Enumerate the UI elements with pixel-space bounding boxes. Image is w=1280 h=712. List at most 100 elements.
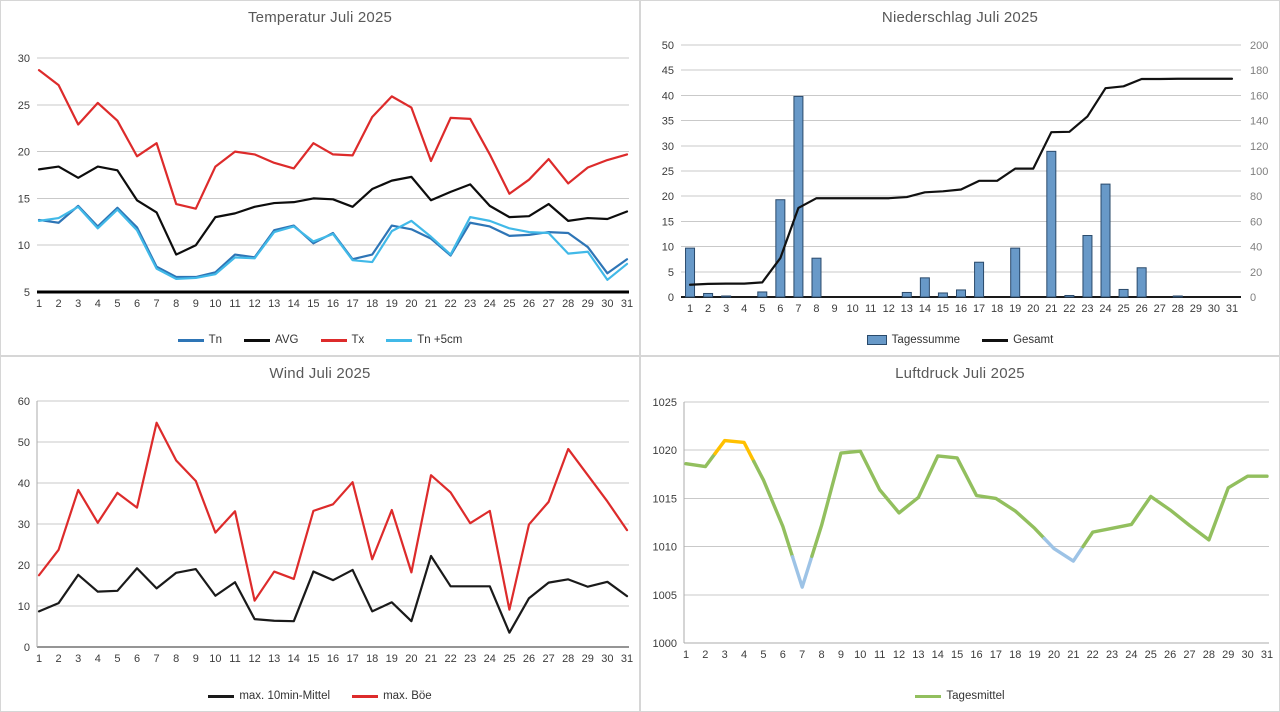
legend-item-Tagesmittel: Tagesmittel bbox=[915, 690, 1005, 702]
x-tick-label: 12 bbox=[248, 298, 260, 310]
bar-Tagessumme bbox=[1100, 183, 1111, 298]
x-tick-label: 6 bbox=[780, 649, 786, 661]
line-Tn bbox=[37, 204, 629, 279]
y-tick-label: 25 bbox=[662, 166, 674, 178]
legend-label: AVG bbox=[275, 334, 299, 346]
x-tick-label: 9 bbox=[831, 303, 837, 315]
x-tick-label: 7 bbox=[154, 298, 160, 310]
x-tick-label: 13 bbox=[912, 649, 924, 661]
y-tick-label: 40 bbox=[662, 90, 674, 102]
chart-panel-temperature: Temperatur Juli 2025 5 10 15 20 25 30 1 2 3 4 5 6 7 8… bbox=[0, 0, 640, 356]
x-tick-label: 6 bbox=[134, 298, 140, 310]
x-tick-label: 24 bbox=[484, 298, 496, 310]
x-tick-label: 4 bbox=[95, 653, 101, 665]
y2-tick-label: 20 bbox=[1250, 267, 1262, 279]
y-tick-label: 30 bbox=[662, 141, 674, 153]
legend-label: Tx bbox=[351, 334, 365, 346]
bar-Tagessumme bbox=[811, 257, 822, 298]
line-Tagesmittel-segment bbox=[1042, 536, 1085, 563]
bar-Tagessumme bbox=[703, 292, 714, 298]
bar-Tagessumme bbox=[1082, 235, 1093, 298]
legend-line-swatch-icon bbox=[982, 338, 1009, 342]
x-tick-label: 12 bbox=[893, 649, 905, 661]
bar-Tagessumme bbox=[1118, 288, 1129, 298]
x-tick-label: 21 bbox=[1067, 649, 1079, 661]
legend-pressure: Tagesmittel bbox=[641, 690, 1279, 702]
x-tick-label: 11 bbox=[874, 649, 885, 661]
bar-Tagessumme bbox=[1046, 150, 1057, 298]
plot-precipitation: 0510152025303540455002040608010012014016… bbox=[662, 40, 1269, 315]
line-Tagesmittel-segment bbox=[1081, 474, 1269, 549]
y2-tick-label: 40 bbox=[1250, 242, 1262, 254]
y-tick-label: 20 bbox=[18, 560, 30, 572]
y-tick-label: 0 bbox=[668, 292, 674, 304]
x-tick-label: 29 bbox=[1190, 303, 1202, 315]
x-tick-label: 23 bbox=[1081, 303, 1093, 315]
y-tick-label: 50 bbox=[662, 40, 674, 52]
x-tick-label: 27 bbox=[1154, 303, 1166, 315]
legend-wind: max. 10min-Mittel max. Böe bbox=[1, 690, 639, 702]
x-tick-label: 25 bbox=[1145, 649, 1157, 661]
x-tick-label: 18 bbox=[1009, 649, 1021, 661]
x-tick-label: 30 bbox=[1208, 303, 1220, 315]
x-tick-label: 7 bbox=[799, 649, 805, 661]
y-tick-label: 20 bbox=[662, 191, 674, 203]
x-tick-label: 25 bbox=[503, 653, 515, 665]
x-tick-label: 18 bbox=[991, 303, 1003, 315]
x-tick-label: 14 bbox=[288, 298, 300, 310]
y-tick-label: 45 bbox=[662, 65, 674, 77]
x-tick-label: 22 bbox=[444, 653, 456, 665]
x-tick-label: 28 bbox=[1203, 649, 1215, 661]
x-tick-label: 8 bbox=[173, 298, 179, 310]
y-tick-label: 1000 bbox=[653, 638, 677, 650]
x-tick-label: 19 bbox=[386, 298, 398, 310]
x-tick-label: 21 bbox=[1045, 303, 1057, 315]
x-tick-label: 1 bbox=[683, 649, 689, 661]
x-tick-label: 7 bbox=[154, 653, 160, 665]
x-tick-label: 6 bbox=[777, 303, 783, 315]
x-tick-label: 15 bbox=[951, 649, 963, 661]
x-tick-label: 10 bbox=[209, 653, 221, 665]
x-tick-label: 27 bbox=[542, 653, 554, 665]
y2-tick-label: 100 bbox=[1250, 166, 1268, 178]
x-tick-label: 14 bbox=[288, 653, 300, 665]
x-tick-label: 3 bbox=[75, 298, 81, 310]
x-tick-label: 23 bbox=[464, 653, 476, 665]
legend-item-Tn: Tn bbox=[177, 334, 222, 346]
x-tick-label: 16 bbox=[955, 303, 967, 315]
x-tick-label: 19 bbox=[1009, 303, 1021, 315]
legend-temperature: Tn AVG Tx Tn +5cm bbox=[1, 334, 639, 346]
legend-item-Tn +5cm: Tn +5cm bbox=[386, 334, 462, 346]
x-tick-label: 17 bbox=[973, 303, 985, 315]
legend-item-Tagessumme: Tagessumme bbox=[866, 334, 960, 346]
bar-Tagessumme bbox=[1136, 267, 1147, 298]
y-tick-label: 15 bbox=[662, 216, 674, 228]
legend-item-AVG: AVG bbox=[244, 334, 299, 346]
x-tick-label: 26 bbox=[523, 298, 535, 310]
x-tick-label: 24 bbox=[1125, 649, 1137, 661]
x-tick-label: 13 bbox=[901, 303, 913, 315]
x-tick-label: 29 bbox=[1222, 649, 1234, 661]
x-tick-label: 1 bbox=[36, 653, 42, 665]
bar-Tagessumme bbox=[757, 291, 768, 298]
legend-label: Tagesmittel bbox=[946, 690, 1005, 702]
chart-panel-wind: Wind Juli 2025 0 10 20 30 40 50 60 1 2 3 4 5 6 7 8 9 10 1… bbox=[0, 356, 640, 712]
line-Tagesmittel-segment bbox=[810, 449, 1046, 558]
x-tick-label: 15 bbox=[307, 653, 319, 665]
x-tick-label: 1 bbox=[687, 303, 693, 315]
x-tick-label: 30 bbox=[601, 653, 613, 665]
x-tick-label: 23 bbox=[464, 298, 476, 310]
x-tick-label: 10 bbox=[846, 303, 858, 315]
x-tick-label: 25 bbox=[1117, 303, 1129, 315]
line-max. Böe bbox=[37, 421, 629, 611]
x-tick-label: 10 bbox=[854, 649, 866, 661]
bar-Tagessumme bbox=[937, 292, 948, 298]
legend-line-swatch-icon bbox=[177, 338, 204, 342]
x-tick-label: 3 bbox=[723, 303, 729, 315]
x-tick-label: 10 bbox=[209, 298, 221, 310]
x-tick-label: 17 bbox=[990, 649, 1002, 661]
x-tick-label: 29 bbox=[582, 653, 594, 665]
legend-line-swatch-icon bbox=[386, 338, 413, 342]
x-tick-label: 7 bbox=[795, 303, 801, 315]
